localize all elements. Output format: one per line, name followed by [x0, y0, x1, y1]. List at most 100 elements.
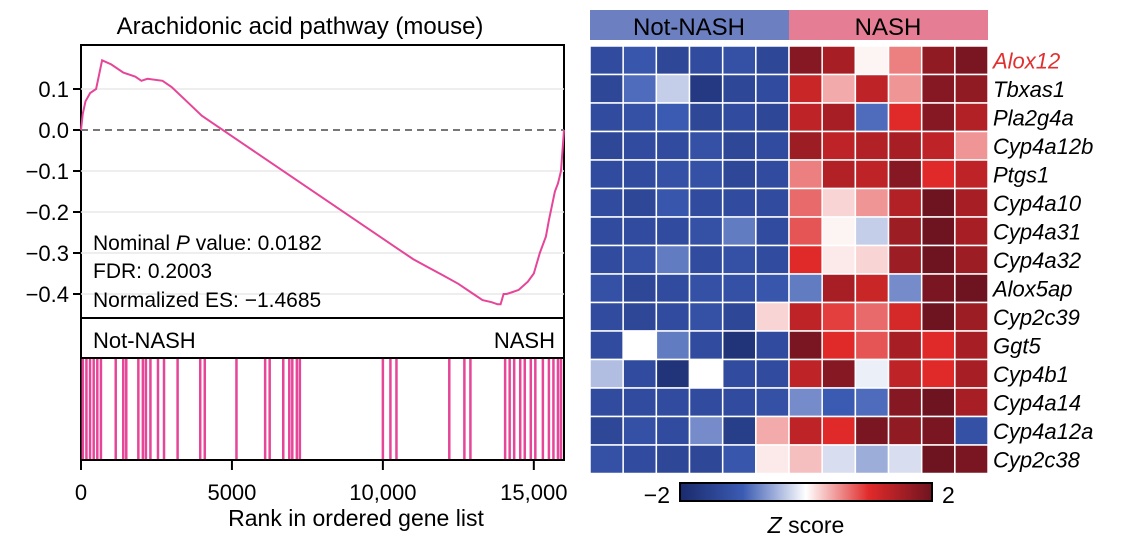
heatmap-cell: [920, 330, 956, 361]
heatmap-cell: [688, 45, 724, 76]
heatmap-cell: [721, 301, 757, 332]
heatmap-cell: [688, 444, 724, 475]
heatmap-cell: [821, 216, 857, 247]
row-label: Cyp4a12b: [993, 134, 1093, 159]
heatmap-cell: [755, 244, 790, 275]
heatmap-cell: [954, 130, 989, 161]
heatmap-cell: [854, 330, 890, 361]
heatmap-cell: [854, 358, 890, 389]
row-label: Pla2g4a: [993, 105, 1074, 130]
heatmap-cell: [954, 330, 989, 361]
heatmap-cell: [721, 73, 757, 104]
nes-annotation: Normalized ES: −1.4685: [93, 289, 321, 312]
heatmap-cell: [755, 73, 790, 104]
heatmap-cell: [821, 387, 857, 418]
heatmap-cell: [920, 387, 956, 418]
heatmap-cell: [854, 159, 890, 190]
es-plot-frame: [80, 44, 565, 319]
y-tick-label: −0.2: [26, 200, 69, 225]
rug-lines: [81, 359, 563, 459]
heatmap-cell: [655, 102, 691, 133]
heatmap-cell: [721, 187, 757, 218]
heatmap-cell: [622, 387, 658, 418]
heatmap-cell: [887, 102, 923, 133]
y-tick-label: −0.4: [26, 282, 69, 307]
heatmap-cell: [655, 159, 691, 190]
heatmap-cell: [622, 187, 658, 218]
heatmap-cell: [821, 187, 857, 218]
heatmap-cell: [920, 273, 956, 304]
heatmap-cell: [954, 415, 989, 446]
heatmap-cell: [821, 159, 857, 190]
row-labels: Alox12 Tbxas1 Pla2g4a Cyp4a12b Ptgs1 Cyp4a10 C…: [991, 48, 1093, 472]
x-axis: 0 5000 10,000 15,000: [75, 460, 567, 505]
rug-right-label: NASH: [494, 328, 555, 353]
es-series-line: [80, 58, 565, 306]
heatmap-cell: [854, 45, 890, 76]
heatmap-cell: [920, 45, 956, 76]
colorbar-max-label: 2: [942, 482, 955, 508]
heatmap-cell: [954, 159, 989, 190]
heatmap-cell: [954, 387, 989, 418]
heatmap-cell: [821, 102, 857, 133]
row-label: Cyp4a14: [993, 390, 1081, 415]
heatmap-cell: [920, 415, 956, 446]
heatmap-cell: [755, 102, 790, 133]
heatmap-cell: [887, 244, 923, 275]
heatmap-cells: [589, 45, 989, 475]
heatmap-cell: [887, 358, 923, 389]
heatmap-cell: [589, 301, 624, 332]
heatmap-cell: [954, 444, 989, 475]
heatmap-cell: [920, 301, 956, 332]
heatmap-cell: [721, 330, 757, 361]
heatmap-cell: [887, 301, 923, 332]
heatmap-cell: [655, 358, 691, 389]
heatmap-cell: [887, 45, 923, 76]
heatmap-cell: [622, 45, 658, 76]
x-tick-label: 0: [75, 480, 87, 505]
colorbar: [679, 482, 933, 502]
heatmap-cell: [887, 273, 923, 304]
chart-title: Arachidonic acid pathway (mouse): [117, 13, 484, 40]
nominal-p-annotation: Nominal P value: 0.0182: [93, 232, 322, 255]
es-grid: [81, 88, 564, 295]
heatmap-cell: [688, 216, 724, 247]
heatmap-cell: [920, 102, 956, 133]
heatmap-cell: [688, 330, 724, 361]
heatmap-cell: [622, 330, 658, 361]
heatmap-cell: [688, 273, 724, 304]
heatmap-cell: [788, 130, 823, 161]
heatmap-cell: [920, 73, 956, 104]
heatmap-cell: [688, 358, 724, 389]
heatmap-cell: [755, 330, 790, 361]
row-label: Cyp4a12a: [993, 419, 1093, 444]
heatmap-cell: [589, 159, 624, 190]
heatmap-cell: [920, 244, 956, 275]
row-label: Cyp4a10: [993, 191, 1082, 216]
heatmap-cell: [655, 45, 691, 76]
heatmap-cell: [688, 102, 724, 133]
heatmap-cell: [755, 187, 790, 218]
heatmap-cell: [854, 387, 890, 418]
row-label: Cyp2c38: [993, 447, 1081, 472]
rug-left-label: Not-NASH: [93, 328, 196, 353]
heatmap-cell: [920, 159, 956, 190]
heatmap-cell: [854, 273, 890, 304]
heatmap-cell: [688, 73, 724, 104]
x-axis-label: Rank in ordered gene list: [228, 505, 484, 531]
heatmap-cell: [887, 387, 923, 418]
heatmap-cell: [887, 216, 923, 247]
heatmap-cell: [688, 415, 724, 446]
heatmap-cell: [721, 130, 757, 161]
heatmap-cell: [688, 244, 724, 275]
x-tick-label: 15,000: [500, 480, 567, 505]
heatmap-cell: [854, 102, 890, 133]
heatmap-cell: [589, 73, 624, 104]
heatmap-cell: [589, 358, 624, 389]
heatmap-cell: [655, 387, 691, 418]
heatmap-cell: [589, 330, 624, 361]
gsea-panel: Arachidonic acid pathway (mouse) 0.1 0.0 −…: [26, 13, 568, 531]
heatmap-cell: [721, 244, 757, 275]
heatmap-cell: [821, 415, 857, 446]
